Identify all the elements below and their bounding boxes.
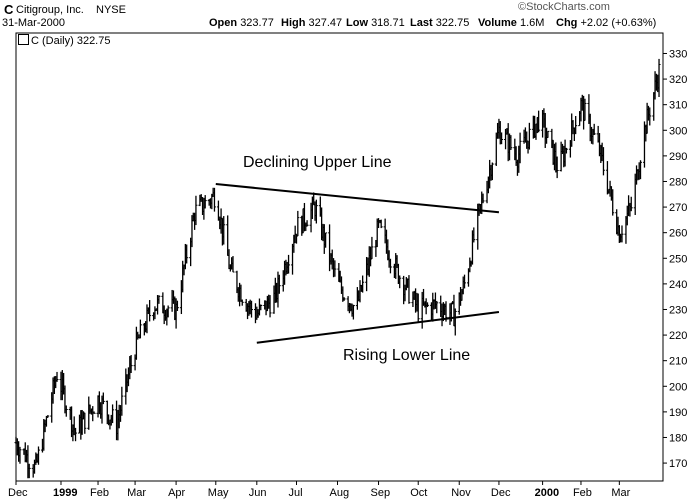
header-row-2: 31-Mar-2000 Open 323.77 High 327.47 Low … (0, 16, 700, 29)
header-row-1: C Citigroup, Inc. NYSE ©StockCharts.com (0, 1, 700, 17)
quote-last: Last 322.75 (410, 17, 469, 29)
y-tick-label: 260 (669, 228, 687, 240)
price-bars (14, 58, 661, 479)
chg-value: +2.02 (+0.63%) (580, 17, 657, 29)
x-tick-label: Feb (573, 487, 592, 499)
x-tick-label: Apr (168, 487, 185, 499)
x-tick-label: Nov (451, 487, 471, 499)
last-value: 322.75 (435, 17, 470, 29)
chart-legend: C (Daily) 322.75 (18, 34, 110, 47)
y-tick-label: 190 (669, 407, 687, 419)
low-value: 318.71 (371, 17, 405, 29)
volume-value: 1.6M (519, 17, 545, 29)
y-tick-label: 320 (669, 74, 687, 86)
x-tick-label: Jul (288, 487, 302, 499)
y-tick-label: 230 (669, 304, 687, 316)
low-label: Low (346, 17, 368, 29)
last-label: Last (410, 17, 433, 29)
chg-label: Chg (556, 17, 578, 29)
plot-frame (15, 32, 664, 482)
open-label: Open (209, 17, 238, 29)
x-tick-label: Oct (410, 487, 427, 499)
y-tick-label: 240 (669, 279, 687, 291)
y-tick-label: 220 (669, 330, 687, 342)
high-value: 327.47 (308, 17, 343, 29)
company-name: Citigroup, Inc. (16, 4, 84, 16)
y-tick-label: 310 (669, 100, 687, 112)
high-label: High (281, 17, 306, 29)
legend-text: C (Daily) 322.75 (31, 35, 111, 47)
open-value: 323.77 (240, 17, 274, 29)
x-tick-label: Mar (127, 487, 146, 499)
lower-line-label: Rising Lower Line (343, 347, 470, 364)
y-tick-label: 180 (669, 432, 687, 444)
y-tick-label: 280 (669, 176, 687, 188)
quote-change: Chg +2.02 (+0.63%) (556, 17, 656, 29)
y-tick-label: 200 (669, 381, 687, 393)
quote-open: Open 323.77 (209, 17, 274, 29)
y-tick-label: 290 (669, 151, 687, 163)
y-tick-label: 300 (669, 125, 687, 137)
quote-low: Low 318.71 (346, 17, 405, 29)
y-tick-label: 170 (669, 458, 687, 470)
x-tick-label: Jun (249, 487, 267, 499)
x-tick-label: 1999 (53, 487, 77, 499)
y-tick-label: 250 (669, 253, 687, 265)
x-tick-label: Feb (90, 487, 109, 499)
legend-swatch-icon (18, 34, 29, 45)
chart-date: 31-Mar-2000 (2, 17, 65, 29)
quote-high: High 327.47 (281, 17, 342, 29)
x-tick-label: 2000 (535, 487, 559, 499)
volume-label: Volume (478, 17, 517, 29)
y-tick-label: 210 (669, 356, 687, 368)
x-tick-label: Mar (611, 487, 630, 499)
x-tick-label: Dec (491, 487, 511, 499)
x-tick-label: May (208, 487, 229, 499)
quote-volume: Volume 1.6M (478, 17, 544, 29)
x-tick-label: Sep (371, 487, 391, 499)
upper-line-label: Declining Upper Line (243, 154, 392, 171)
x-tick-label: Aug (330, 487, 350, 499)
x-tick-label: Dec (8, 487, 28, 499)
upper-trendline (215, 183, 500, 214)
exchange-label: NYSE (96, 4, 126, 16)
lower-trendline (256, 311, 500, 344)
ticker-symbol: C (4, 2, 14, 17)
y-tick-label: 270 (669, 202, 687, 214)
y-tick-label: 330 (669, 48, 687, 60)
watermark-logo: ©StockCharts.com (518, 1, 610, 13)
